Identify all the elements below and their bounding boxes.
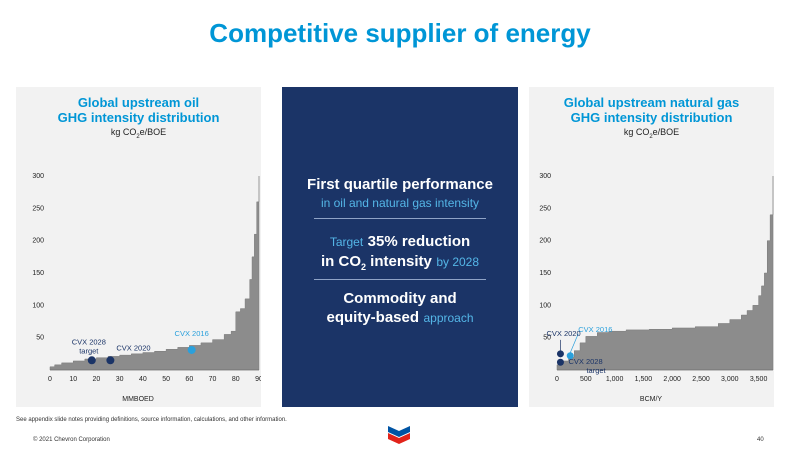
gas-y-tick-label: 200 — [539, 238, 551, 245]
gas-x-tick-label: 2,000 — [663, 376, 681, 383]
oil-intensity-area — [49, 176, 260, 371]
oil-x-tick-label: 10 — [69, 376, 77, 383]
oil-y-tick-label: 150 — [32, 270, 44, 277]
msg-co2-intensity: in CO2 intensity by 2028 — [320, 253, 480, 273]
page-number: 40 — [757, 437, 764, 443]
gas-y-tick-label: 100 — [539, 302, 551, 309]
oil-x-tick-label: 20 — [93, 376, 101, 383]
oil-y-tick-label: 100 — [32, 302, 44, 309]
oil-x-tick-label: 40 — [139, 376, 147, 383]
gas-x-tick-label: 1,000 — [606, 376, 624, 383]
oil-x-axis-unit: MMBOED — [122, 396, 154, 403]
msg-equity-based: equity-based approach — [326, 309, 474, 326]
gas-cvx-2028-label: CVX 2028 — [568, 357, 602, 366]
msg-first-quartile: First quartile performance — [307, 176, 493, 193]
oil-y-tick-label: 250 — [32, 205, 44, 212]
gas-chart-unit: kg CO2e/BOE — [623, 127, 680, 140]
gas-y-tick-label: 250 — [539, 205, 551, 212]
oil-x-tick-label: 30 — [116, 376, 124, 383]
gas-cvx-2020-point — [556, 350, 564, 358]
gas-x-tick-label: 0 — [555, 376, 559, 383]
chevron-logo — [388, 426, 410, 444]
oil-chart-title-line1: Global upstream oil — [77, 95, 200, 110]
divider-1 — [314, 218, 486, 219]
oil-x-tick-label: 70 — [209, 376, 217, 383]
gas-chart-panel: Global upstream natural gas GHG intensit… — [529, 87, 774, 407]
oil-cvx-2028-label: CVX 2028 — [72, 337, 106, 346]
divider-2 — [314, 279, 486, 280]
oil-cvx-2016-label: CVX 2016 — [175, 329, 209, 338]
oil-cvx-2020-label: CVX 2020 — [116, 343, 150, 352]
gas-cvx-2028-target-label: target — [586, 366, 606, 375]
oil-x-tick-label: 90 — [255, 376, 261, 383]
copyright: © 2021 Chevron Corporation — [33, 437, 110, 443]
slide-title: Competitive supplier of energy — [209, 18, 591, 48]
gas-cvx-2016-label: CVX 2016 — [578, 325, 612, 334]
oil-x-tick-label: 0 — [48, 376, 52, 383]
oil-chart-title-line2: GHG intensity distribution — [57, 110, 220, 125]
oil-cvx-2028-target-point — [87, 356, 96, 365]
gas-chart-title-line1: Global upstream natural gas — [563, 95, 740, 110]
oil-intensity-chart: 50 100 150 200 250 300 0 10 20 30 40 50 60 70 80 90 CVX … — [32, 173, 261, 403]
gas-intensity-chart: 50 100 150 200 250 300 0 500 1,000 1,500 2,000 2,50… — [539, 173, 774, 403]
gas-intensity-area — [556, 176, 774, 371]
oil-chart-unit: kg CO2e/BOE — [110, 127, 167, 140]
gas-x-axis-unit: BCM/Y — [640, 396, 663, 403]
oil-x-tick-label: 80 — [232, 376, 240, 383]
key-messages-box: First quartile performance in oil and na… — [282, 87, 518, 407]
msg-target: Target 35% reduction — [329, 233, 471, 250]
footnote: See appendix slide notes providing defin… — [16, 417, 287, 423]
oil-y-tick-label: 50 — [36, 335, 44, 342]
oil-cvx-2020-point — [106, 356, 115, 365]
gas-cvx-2016-leader — [569, 333, 579, 353]
gas-y-tick-label: 50 — [543, 335, 551, 342]
oil-cvx-2016-point — [187, 345, 196, 354]
gas-cvx-2016-point — [566, 352, 574, 360]
oil-y-tick-label: 200 — [32, 238, 44, 245]
msg-first-quartile-sub: in oil and natural gas intensity — [320, 196, 480, 210]
oil-chart-panel: Global upstream oil GHG intensity distri… — [16, 87, 261, 407]
gas-x-tick-label: 500 — [580, 376, 592, 383]
gas-x-tick-label: 1,500 — [635, 376, 653, 383]
oil-y-tick-label: 300 — [32, 173, 44, 180]
oil-x-tick-label: 60 — [185, 376, 193, 383]
gas-x-tick-label: 2,500 — [692, 376, 710, 383]
gas-x-tick-label: 3,000 — [721, 376, 739, 383]
gas-y-tick-label: 150 — [539, 270, 551, 277]
gas-y-tick-label: 300 — [539, 173, 551, 180]
oil-cvx-2028-target-label: target — [79, 346, 99, 355]
gas-cvx-2020-label: CVX 2020 — [546, 329, 580, 338]
oil-x-tick-label: 50 — [162, 376, 170, 383]
gas-chart-title-line2: GHG intensity distribution — [570, 110, 733, 125]
msg-commodity: Commodity and — [343, 290, 457, 307]
gas-cvx-2028-target-point — [556, 358, 564, 366]
gas-x-tick-label: 3,500 — [750, 376, 768, 383]
